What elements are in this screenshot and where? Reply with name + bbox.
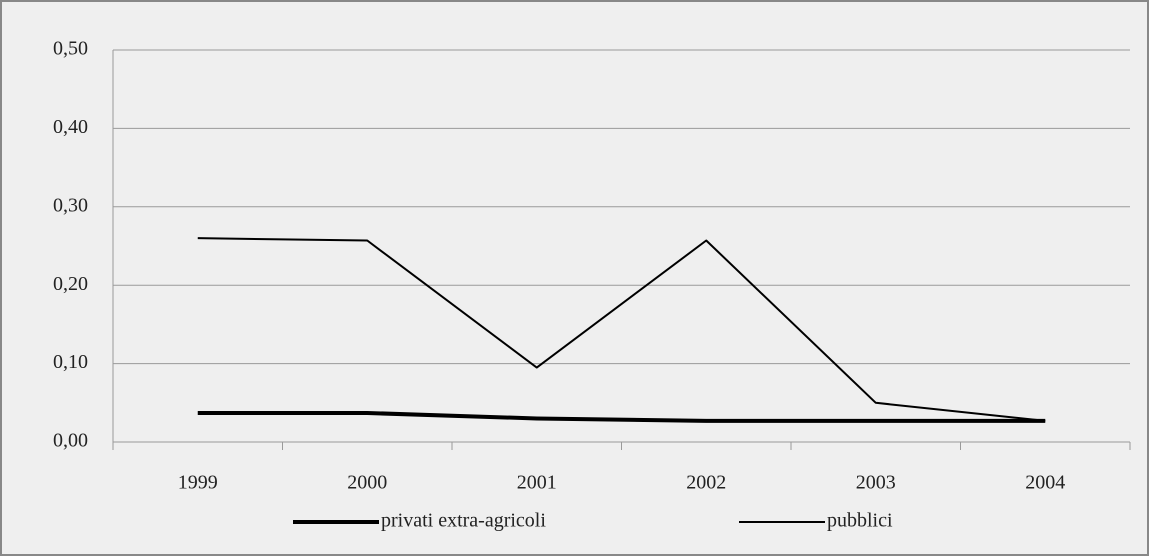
y-tick-label: 0,20	[53, 273, 88, 295]
x-tick-label: 2003	[856, 472, 896, 494]
y-tick-label: 0,40	[53, 116, 88, 138]
y-tick-label: 0,10	[53, 351, 88, 373]
y-tick-label: 0,30	[53, 194, 88, 216]
series-line	[197, 410, 1046, 423]
legend-label: pubblici	[827, 510, 893, 532]
y-tick-label: 0,00	[53, 430, 88, 452]
x-tick-label: 2004	[1025, 472, 1065, 494]
x-tick-label: 2001	[517, 472, 557, 494]
x-tick-label: 1999	[178, 472, 218, 494]
y-tick-label: 0,50	[53, 38, 88, 60]
x-tick-label: 2002	[686, 472, 726, 494]
series-line	[197, 237, 1046, 422]
x-tick-label: 2000	[347, 472, 387, 494]
legend-label: privati extra-agricoli	[381, 510, 546, 532]
